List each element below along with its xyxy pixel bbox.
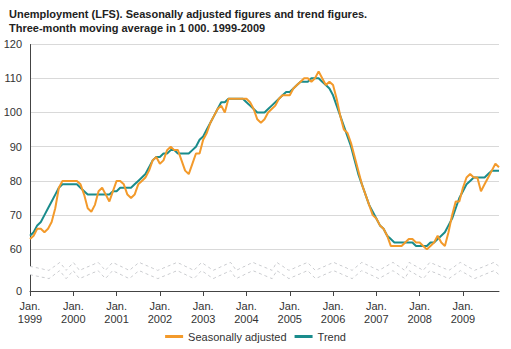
svg-text:2005: 2005: [278, 313, 302, 325]
svg-text:70: 70: [10, 209, 22, 221]
svg-text:Jan.: Jan.: [366, 300, 387, 312]
svg-text:90: 90: [10, 141, 22, 153]
svg-text:110: 110: [4, 72, 22, 84]
svg-text:120: 120: [4, 38, 22, 50]
svg-text:2008: 2008: [407, 313, 431, 325]
svg-text:2001: 2001: [104, 313, 128, 325]
svg-text:2006: 2006: [321, 313, 345, 325]
svg-text:Jan.: Jan.: [409, 300, 430, 312]
svg-text:60: 60: [10, 243, 22, 255]
svg-text:Trend: Trend: [318, 331, 346, 343]
svg-text:Three-month moving average in: Three-month moving average in 1 000. 199…: [9, 22, 265, 34]
svg-text:0: 0: [16, 285, 22, 297]
svg-text:Jan.: Jan.: [323, 300, 344, 312]
svg-text:100: 100: [4, 106, 22, 118]
svg-text:2002: 2002: [148, 313, 172, 325]
svg-text:2003: 2003: [191, 313, 215, 325]
svg-text:80: 80: [10, 175, 22, 187]
svg-text:2004: 2004: [234, 313, 258, 325]
svg-text:2007: 2007: [364, 313, 388, 325]
svg-text:Jan.: Jan.: [63, 300, 84, 312]
svg-text:Seasonally adjusted: Seasonally adjusted: [188, 331, 286, 343]
svg-text:1999: 1999: [18, 313, 42, 325]
svg-text:2000: 2000: [61, 313, 85, 325]
svg-text:Jan.: Jan.: [149, 300, 170, 312]
svg-text:Jan.: Jan.: [20, 300, 41, 312]
svg-text:Jan.: Jan.: [106, 300, 127, 312]
svg-text:Unemployment (LFS). Seasonally: Unemployment (LFS). Seasonally adjusted …: [9, 8, 367, 20]
svg-text:Jan.: Jan.: [279, 300, 300, 312]
svg-text:Jan.: Jan.: [193, 300, 214, 312]
svg-text:Jan.: Jan.: [453, 300, 474, 312]
svg-text:2009: 2009: [451, 313, 475, 325]
svg-text:Jan.: Jan.: [236, 300, 257, 312]
